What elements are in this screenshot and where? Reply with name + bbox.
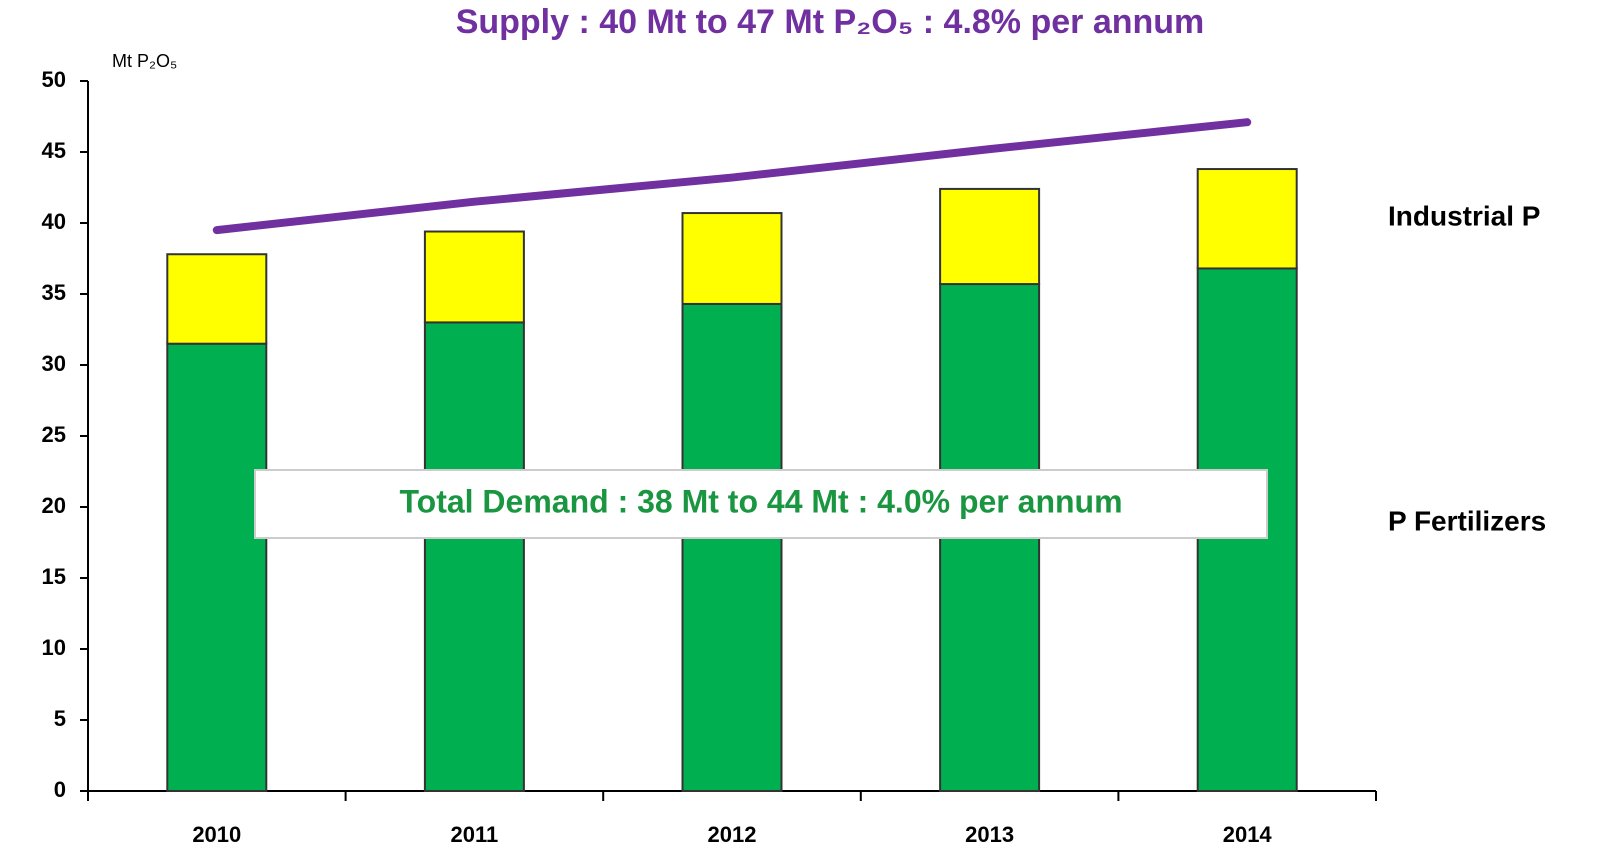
x-tick-label: 2013 [965,822,1014,847]
y-tick-label: 50 [42,67,66,92]
bar-segment [939,187,1041,286]
plot: 0 5 10 15 20 25 30 35 40 45 50 2010 2011 2012 2013 2014 [42,67,1377,847]
annotation-box [254,469,1268,539]
y-tick-label: 0 [54,777,66,802]
y-tick-label: 40 [42,209,66,234]
bar-segment [423,230,525,324]
y-tick-label: 15 [42,564,66,589]
annotation: Total Demand : 38 Mt to 44 Mt : 4.0% per… [399,483,1122,519]
bar-segment [1196,168,1298,270]
y-axis-label: Mt P₂O₅ [112,51,177,71]
y-tick-label: 45 [42,138,66,163]
y-tick-label: 10 [42,635,66,660]
supply-line [212,118,1252,235]
x-tick-label: 2012 [708,822,757,847]
x-tick-label: 2011 [451,822,499,847]
bar-segment [166,342,268,792]
y-tick-label: 20 [42,493,66,518]
bar-segment [681,212,783,305]
y-tick-label: 30 [42,351,66,376]
y-tick-label: 25 [42,422,66,447]
series-label: P Fertilizers [1388,505,1546,536]
x-tick-label: 2010 [192,822,241,847]
chart-title: Supply : 40 Mt to 47 Mt P₂O₅ : 4.8% per … [456,3,1205,41]
bar-segment [166,253,268,345]
y-tick-label: 5 [54,706,66,731]
series-label: Industrial P [1388,200,1540,231]
bar-segment [423,321,525,792]
y-tick-label: 35 [42,280,66,305]
bar-segment [681,302,783,792]
x-tick-label: 2014 [1223,822,1273,847]
